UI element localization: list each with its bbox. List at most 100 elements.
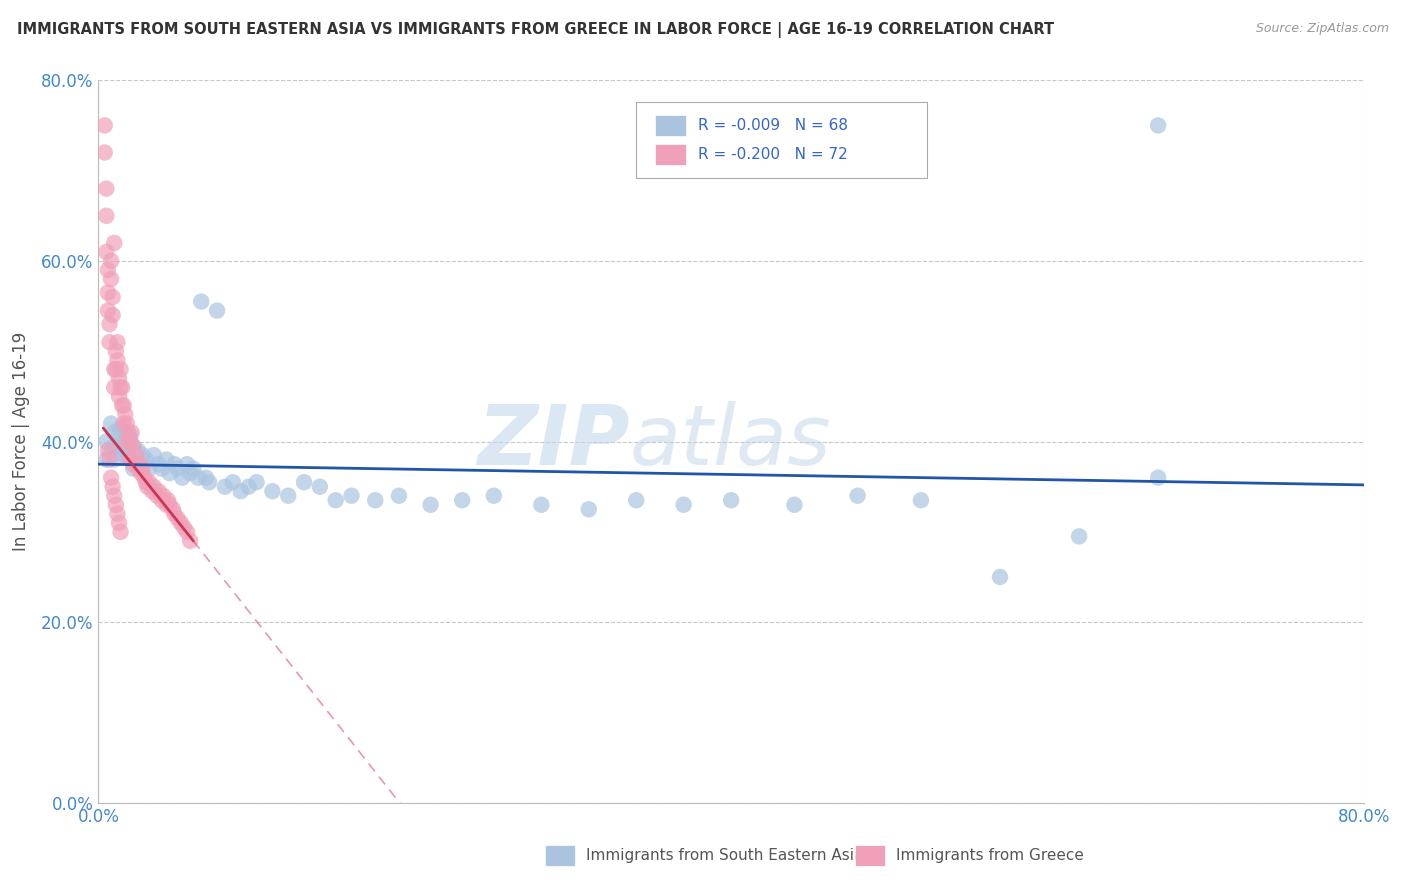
- Point: [100, 254, 122, 268]
- Point: [187, 471, 209, 485]
- Point: [419, 498, 441, 512]
- Point: [101, 308, 124, 322]
- Point: [163, 507, 186, 521]
- Point: [136, 480, 159, 494]
- Point: [93, 119, 117, 133]
- Text: atlas: atlas: [630, 401, 831, 482]
- Point: [277, 489, 299, 503]
- Point: [96, 452, 118, 467]
- Text: Immigrants from Greece: Immigrants from Greece: [896, 847, 1084, 863]
- Point: [114, 408, 136, 422]
- Point: [132, 448, 155, 462]
- Point: [129, 466, 152, 480]
- FancyBboxPatch shape: [636, 102, 928, 178]
- Point: [104, 344, 127, 359]
- Point: [150, 493, 173, 508]
- Point: [190, 294, 212, 309]
- Point: [783, 498, 806, 512]
- FancyBboxPatch shape: [655, 115, 686, 136]
- FancyBboxPatch shape: [655, 144, 686, 165]
- Point: [96, 244, 118, 259]
- Point: [120, 430, 141, 444]
- Point: [111, 380, 134, 394]
- Point: [100, 443, 122, 458]
- Point: [482, 489, 505, 503]
- Point: [127, 457, 149, 471]
- Point: [179, 533, 201, 548]
- Point: [132, 461, 155, 475]
- Point: [214, 480, 236, 494]
- Point: [176, 524, 198, 539]
- Point: [292, 475, 315, 490]
- Text: R = -0.009   N = 68: R = -0.009 N = 68: [699, 118, 848, 133]
- Point: [246, 475, 269, 490]
- Point: [176, 457, 198, 471]
- Point: [173, 520, 195, 534]
- Point: [110, 362, 132, 376]
- Text: ZIP: ZIP: [477, 401, 630, 482]
- Point: [108, 516, 131, 530]
- Point: [97, 263, 120, 277]
- Point: [325, 493, 347, 508]
- Point: [155, 452, 177, 467]
- Point: [183, 461, 205, 475]
- Point: [96, 209, 118, 223]
- Point: [127, 461, 149, 475]
- Point: [112, 448, 135, 462]
- Point: [159, 466, 181, 480]
- Point: [96, 182, 118, 196]
- Point: [141, 484, 163, 499]
- Point: [104, 498, 127, 512]
- Point: [148, 484, 170, 499]
- Point: [198, 475, 221, 490]
- Point: [120, 452, 141, 467]
- Point: [166, 461, 188, 475]
- Point: [100, 272, 122, 286]
- Point: [107, 353, 129, 368]
- Point: [150, 461, 173, 475]
- Point: [720, 493, 742, 508]
- Point: [229, 484, 252, 499]
- Point: [115, 425, 138, 440]
- Point: [146, 489, 169, 503]
- Point: [134, 471, 156, 485]
- Point: [107, 507, 129, 521]
- Point: [98, 335, 121, 350]
- Text: R = -0.200   N = 72: R = -0.200 N = 72: [699, 147, 848, 161]
- Point: [108, 389, 131, 403]
- Point: [157, 493, 180, 508]
- Point: [364, 493, 387, 508]
- Point: [104, 362, 127, 376]
- Point: [98, 317, 121, 331]
- Point: [142, 480, 165, 494]
- Point: [169, 516, 191, 530]
- Point: [110, 421, 132, 435]
- Point: [97, 303, 120, 318]
- Point: [103, 439, 125, 453]
- Point: [138, 475, 160, 490]
- Point: [93, 145, 117, 160]
- Point: [530, 498, 553, 512]
- Point: [205, 303, 228, 318]
- Point: [112, 434, 135, 449]
- Point: [128, 457, 150, 471]
- Text: IMMIGRANTS FROM SOUTH EASTERN ASIA VS IMMIGRANTS FROM GREECE IN LABOR FORCE | AG: IMMIGRANTS FROM SOUTH EASTERN ASIA VS IM…: [17, 22, 1054, 38]
- Point: [672, 498, 695, 512]
- Point: [340, 489, 363, 503]
- Text: Source: ZipAtlas.com: Source: ZipAtlas.com: [1256, 22, 1389, 36]
- Point: [138, 461, 160, 475]
- Point: [166, 511, 188, 525]
- Point: [142, 448, 165, 462]
- Point: [101, 290, 124, 304]
- Point: [100, 471, 122, 485]
- Point: [194, 471, 218, 485]
- Point: [122, 439, 145, 453]
- Point: [97, 285, 120, 300]
- Point: [103, 235, 125, 250]
- FancyBboxPatch shape: [855, 845, 886, 865]
- Point: [262, 484, 284, 499]
- Point: [103, 380, 125, 394]
- FancyBboxPatch shape: [546, 845, 575, 865]
- Point: [238, 480, 260, 494]
- Point: [135, 475, 157, 490]
